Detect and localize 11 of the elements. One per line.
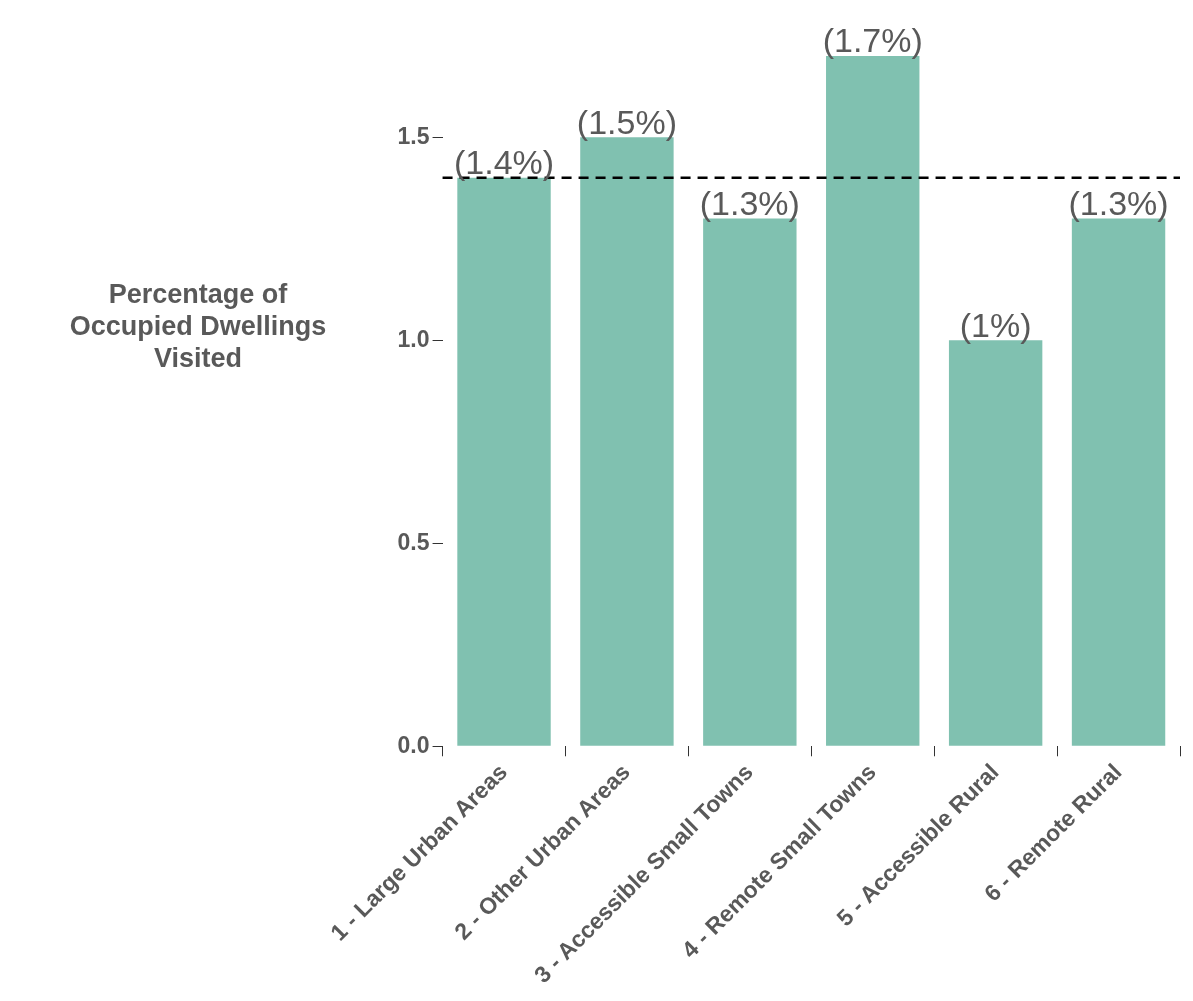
data-label: (1.5%)	[576, 102, 677, 141]
y-tick-label: 1.0	[397, 325, 430, 352]
data-label: (1.4%)	[453, 143, 555, 182]
y-axis-title: Percentage of Occupied Dwellings Visited	[68, 278, 328, 374]
y-tick-label: 0.0	[397, 731, 430, 758]
data-label: (1.7%)	[822, 21, 923, 60]
y-tick-label: 1.5	[397, 122, 430, 149]
data-label: (1.3%)	[1068, 183, 1169, 222]
data-label: (1%)	[959, 305, 1032, 344]
y-tick-label: 0.5	[397, 528, 430, 555]
data-label: (1.3%)	[699, 183, 800, 222]
